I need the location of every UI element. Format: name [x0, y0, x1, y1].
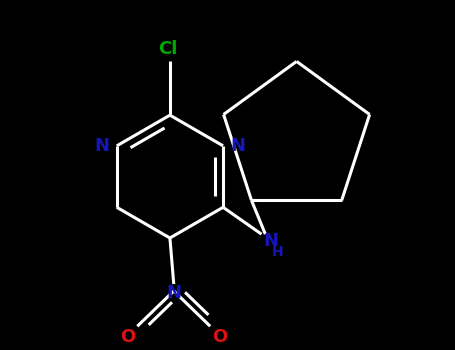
Text: N: N	[166, 284, 181, 302]
Text: N: N	[263, 232, 278, 250]
Text: Cl: Cl	[158, 40, 178, 58]
Text: H: H	[272, 245, 284, 259]
Text: N: N	[230, 137, 245, 155]
Text: N: N	[95, 137, 110, 155]
Text: O: O	[212, 328, 228, 346]
Text: O: O	[120, 328, 135, 346]
